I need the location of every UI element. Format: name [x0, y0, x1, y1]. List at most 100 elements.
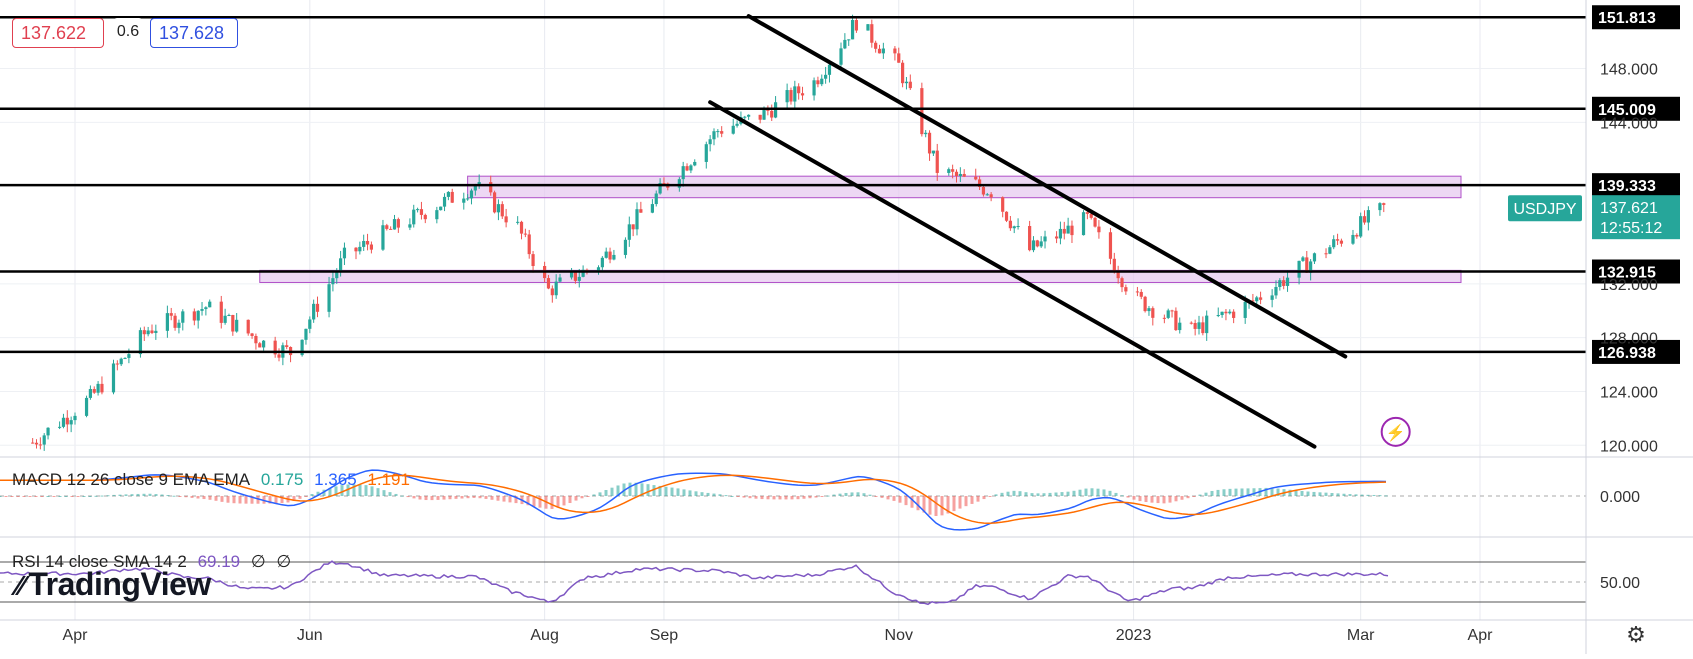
candle-body [150, 330, 154, 333]
macd-histogram-bar [10, 496, 14, 497]
macd-histogram-bar [100, 495, 104, 497]
resistance-zone [467, 175, 1462, 199]
candle-body [523, 233, 527, 235]
macd-histogram-bar [1192, 496, 1196, 497]
macd-histogram-bar [412, 496, 416, 499]
candle-body [1089, 213, 1093, 218]
macd-histogram-bar [514, 496, 518, 504]
macd-histogram-bar [1054, 492, 1058, 496]
macd-histogram-bar [778, 496, 782, 500]
candle-body [800, 93, 805, 96]
candle-body [654, 193, 658, 205]
macd-histogram-bar [1120, 495, 1124, 497]
candle-body [489, 182, 493, 193]
macd-histogram-bar [688, 490, 692, 496]
macd-histogram-bar [1312, 491, 1316, 496]
ask-price-badge[interactable]: 137.628 [150, 18, 238, 48]
macd-histogram-bar [1000, 492, 1004, 496]
candle-body [927, 132, 932, 154]
candle-body [847, 39, 851, 41]
candle-body [1205, 315, 1209, 334]
macd-histogram-bar [370, 486, 374, 496]
macd-histogram-bar [1384, 495, 1388, 497]
candle-body [308, 319, 312, 329]
candle-body [1189, 322, 1193, 324]
macd-histogram-bar [874, 496, 878, 497]
candle-body [631, 224, 635, 230]
candle-body [1378, 203, 1382, 211]
candle-body [1324, 253, 1328, 255]
macd-histogram-bar [1168, 496, 1172, 503]
candle-body [935, 150, 939, 173]
macd-histogram-bar [346, 484, 350, 496]
candle-body [793, 86, 797, 102]
candle-body [596, 267, 601, 271]
macd-histogram-bar [1378, 495, 1382, 497]
macd-histogram-bar [268, 496, 272, 504]
macd-histogram-bar [712, 493, 716, 496]
macd-histogram-bar [802, 496, 806, 499]
candle-body [223, 315, 227, 323]
macd-histogram-bar [4, 496, 8, 497]
candle-body [1162, 317, 1166, 319]
candle-body [58, 426, 62, 428]
macd-histogram-bar [790, 496, 794, 500]
macd-histogram-bar [1078, 489, 1082, 496]
bid-price-badge[interactable]: 137.622 [12, 18, 104, 48]
macd-histogram-bar [832, 494, 836, 496]
macd-histogram-bar [1138, 496, 1142, 502]
macd-histogram-bar [1144, 496, 1148, 503]
candle-body [704, 144, 708, 162]
candle-body [1120, 278, 1124, 288]
macd-histogram-bar [16, 496, 20, 497]
candle-body [439, 206, 443, 211]
macd-histogram-bar [364, 485, 368, 496]
candle-body [1108, 232, 1113, 259]
macd-histogram-bar [88, 496, 92, 497]
macd-histogram-bar [994, 494, 998, 496]
macd-legend[interactable]: MACD 12 26 close 9 EMA EMA 0.175 1.365 1… [12, 470, 416, 490]
x-tick-label: Sep [650, 627, 679, 644]
macd-histogram-bar [610, 487, 614, 496]
candle-body [354, 247, 358, 252]
candle-body [743, 116, 747, 118]
settings-gear-icon[interactable]: ⚙ [1626, 622, 1646, 647]
candle-body [989, 194, 993, 198]
candle-body [1243, 301, 1247, 318]
candle-body [904, 81, 909, 84]
macd-histogram-bar [904, 496, 908, 506]
candle-body [1228, 311, 1232, 314]
macd-histogram-bar [28, 496, 32, 497]
macd-histogram-bar [310, 493, 314, 496]
macd-histogram-bar [946, 496, 950, 514]
candle-body [977, 179, 982, 187]
macd-histogram-bar [160, 494, 164, 496]
candle-body [716, 131, 720, 133]
macd-histogram-bar [1288, 489, 1292, 496]
countdown-label: 12:55:12 [1600, 220, 1662, 237]
candle-body [339, 258, 343, 273]
macd-histogram-bar [472, 496, 476, 498]
candle-body [708, 139, 712, 145]
price-level-tag [1592, 96, 1680, 121]
candle-body [854, 20, 859, 31]
x-tick-label: Apr [63, 627, 89, 644]
macd-hist-value: 0.175 [260, 470, 304, 489]
candle-body [604, 251, 608, 258]
macd-histogram-bar [508, 496, 512, 503]
macd-histogram-bar [1180, 496, 1184, 500]
macd-histogram-bar [1156, 496, 1160, 504]
macd-histogram-bar [40, 496, 44, 497]
macd-histogram-bar [628, 482, 632, 496]
rsi-legend[interactable]: RSI 14 close SMA 14 2 69.19 ∅ ∅ [12, 552, 297, 572]
candle-body [496, 204, 501, 213]
x-tick-label: 2023 [1116, 627, 1152, 644]
candle-body [389, 228, 393, 230]
rsi-line [0, 560, 1389, 606]
macd-histogram-bar [382, 490, 386, 496]
candle-body [88, 389, 92, 398]
candle-body [327, 284, 331, 312]
candle-body [1058, 228, 1063, 239]
